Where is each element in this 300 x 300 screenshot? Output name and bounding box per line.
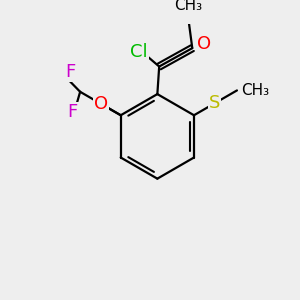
Text: CH₃: CH₃ — [242, 83, 270, 98]
Text: CH₃: CH₃ — [175, 0, 203, 13]
Text: Cl: Cl — [130, 43, 148, 61]
Text: F: F — [65, 64, 76, 82]
Text: O: O — [94, 95, 108, 113]
Text: S: S — [209, 94, 220, 112]
Text: O: O — [197, 34, 211, 52]
Text: F: F — [68, 103, 78, 121]
